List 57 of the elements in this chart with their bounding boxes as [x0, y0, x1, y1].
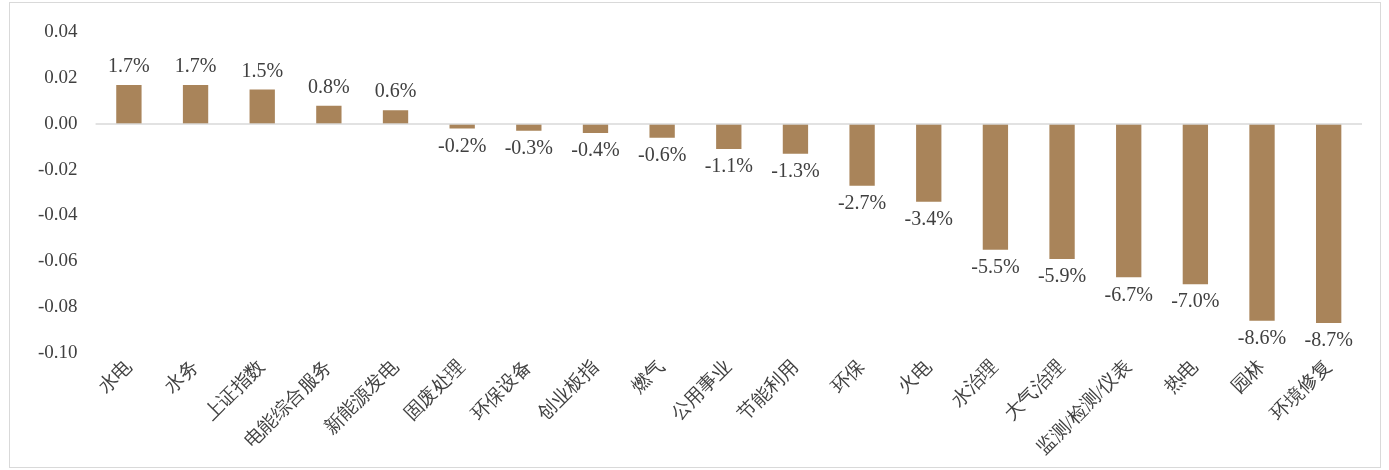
x-tick-label: 节能利用	[733, 355, 802, 424]
y-tick-label: 0.00	[44, 111, 78, 133]
bar	[316, 105, 342, 124]
y-tick-label: 0.04	[44, 20, 79, 42]
data-label: 1.5%	[241, 58, 284, 81]
x-tick-label: 创业板指	[533, 355, 602, 424]
bar	[649, 123, 675, 138]
x-tick-label: 水务	[160, 355, 202, 398]
bar	[116, 85, 142, 124]
data-label: -2.7%	[837, 190, 887, 213]
bar	[849, 123, 875, 186]
data-label: -5.9%	[1037, 264, 1087, 287]
x-tick-label: 热电	[1160, 355, 1202, 398]
data-label: 1.7%	[108, 54, 150, 77]
x-tick-label: 环境修复	[1266, 355, 1336, 424]
bar	[249, 89, 275, 124]
x-tick-label: 环保设备	[466, 355, 536, 424]
x-tick-label: 固废处理	[399, 355, 469, 424]
y-tick-label: -0.02	[38, 157, 78, 179]
data-label: -5.5%	[971, 255, 1020, 278]
bar	[716, 123, 742, 150]
data-label: -1.1%	[704, 154, 753, 177]
data-label: -8.7%	[1304, 328, 1353, 351]
data-label: -3.4%	[904, 207, 953, 230]
data-label: -0.4%	[571, 138, 620, 161]
data-label: -7.0%	[1171, 289, 1220, 312]
y-tick-label: -0.04	[38, 203, 79, 225]
bar	[182, 85, 209, 124]
bar	[782, 123, 809, 154]
x-tick-label: 燃气	[626, 355, 669, 398]
bar	[1182, 123, 1209, 285]
y-tick-label: -0.08	[38, 295, 78, 317]
x-tick-label: 水治理	[946, 355, 1002, 411]
data-label: -0.2%	[438, 133, 487, 156]
x-tick-label: 公用事业	[666, 355, 736, 424]
bar	[1116, 123, 1142, 278]
y-tick-label: -0.06	[38, 249, 78, 271]
data-label: -1.3%	[771, 158, 820, 181]
data-label: -6.7%	[1104, 282, 1153, 305]
data-label: 0.6%	[374, 79, 417, 102]
x-tick-label: 环保	[826, 355, 869, 398]
bar	[1316, 123, 1342, 324]
bar	[916, 123, 942, 202]
data-label: -0.6%	[637, 142, 687, 165]
y-tick-label: 0.02	[44, 66, 78, 88]
bar	[1249, 123, 1275, 321]
x-tick-label: 园林	[1226, 355, 1269, 398]
bar	[982, 123, 1009, 250]
data-label: 0.8%	[308, 74, 350, 97]
x-tick-label: 火电	[893, 355, 936, 398]
bar	[382, 110, 409, 124]
x-tick-label: 水电	[93, 355, 136, 398]
y-tick-label: -0.10	[38, 340, 78, 362]
bar	[1049, 123, 1075, 259]
data-label: -8.6%	[1237, 326, 1287, 349]
data-label: 1.7%	[174, 54, 217, 77]
data-label: -0.3%	[504, 136, 553, 159]
